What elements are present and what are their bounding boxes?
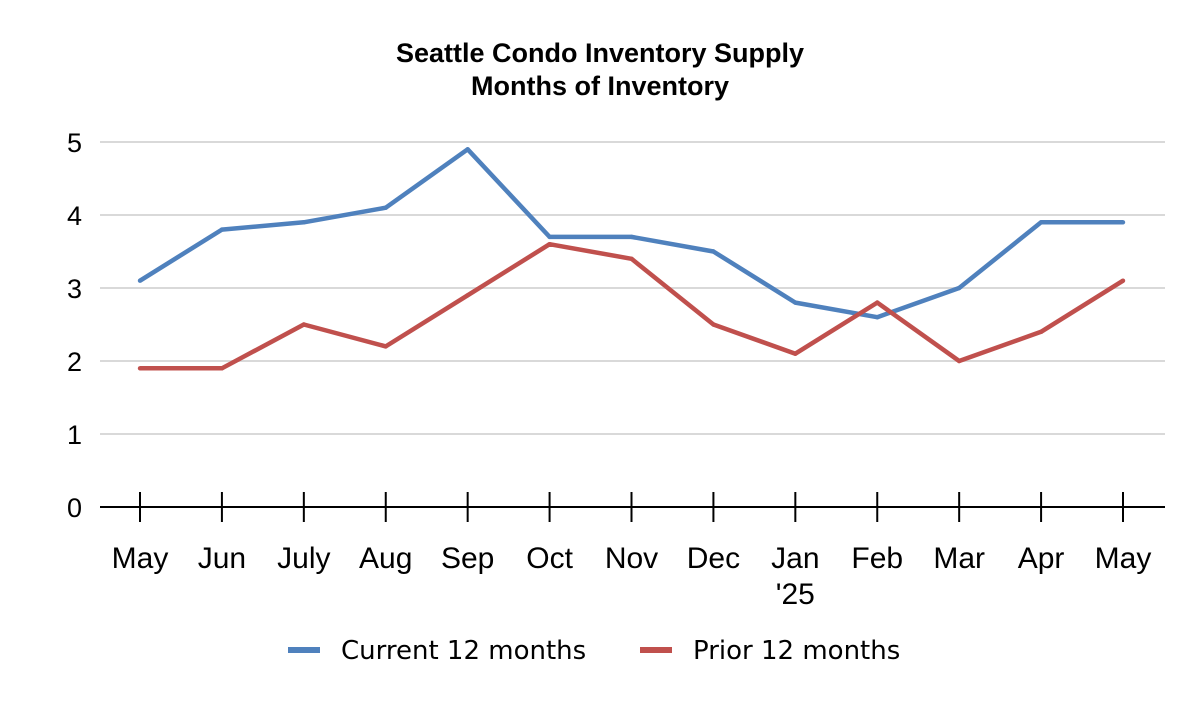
x-axis: May Jun July Aug Sep Oct Nov Dec Jan '25 Feb Mar Apr… — [100, 492, 1165, 611]
x-tick-label: Sep — [441, 542, 494, 575]
x-tick-label: Dec — [687, 542, 740, 575]
data-point — [1038, 329, 1044, 334]
data-point — [547, 242, 552, 247]
data-point — [711, 249, 716, 254]
y-tick-label: 4 — [67, 201, 82, 231]
x-tick-label: Mar — [933, 542, 985, 575]
x-tick-label: Apr — [1018, 542, 1065, 575]
data-point — [793, 300, 798, 305]
chart-title: Seattle Condo Inventory Supply Months of… — [396, 38, 804, 101]
x-tick-label: May — [1095, 542, 1152, 575]
data-point — [956, 285, 962, 291]
x-tick-label: Feb — [851, 542, 903, 575]
data-point — [629, 256, 634, 261]
data-point — [875, 300, 880, 305]
data-point — [465, 147, 470, 152]
data-point — [383, 205, 388, 210]
data-point — [875, 315, 880, 320]
series-line-prior — [140, 241, 1125, 371]
x-tick-label: Jun — [198, 542, 246, 575]
series-line-current — [138, 147, 1123, 320]
data-point — [629, 234, 634, 240]
data-point — [711, 322, 716, 327]
y-axis: 0 1 2 3 4 5 — [67, 128, 82, 523]
chart-title-line-2: Months of Inventory — [471, 71, 729, 101]
y-tick-label: 1 — [67, 420, 82, 450]
x-tick-label: July — [277, 542, 330, 575]
data-point — [547, 234, 552, 240]
data-point — [219, 366, 225, 371]
gridlines — [100, 141, 1165, 435]
data-point — [137, 366, 143, 371]
y-tick-label: 2 — [67, 347, 82, 377]
x-tick-label: Oct — [526, 542, 573, 575]
chart-title-line-1: Seattle Condo Inventory Supply — [396, 38, 804, 68]
data-point — [1038, 220, 1044, 225]
y-tick-label: 0 — [67, 493, 82, 523]
series-lines — [137, 147, 1126, 371]
data-point — [219, 227, 225, 232]
data-point — [1120, 278, 1126, 283]
data-point — [1120, 220, 1126, 225]
x-tick-label: Aug — [359, 542, 412, 575]
x-tick-label: Nov — [605, 542, 658, 575]
legend-label: Prior 12 months — [693, 636, 900, 666]
legend-label: Current 12 months — [341, 636, 586, 666]
x-tick-label: Jan '25 — [771, 542, 819, 611]
y-tick-label: 3 — [67, 274, 82, 304]
data-point — [301, 322, 307, 327]
legend: Current 12 months Prior 12 months — [288, 636, 900, 666]
data-point — [383, 344, 388, 349]
data-point — [793, 351, 798, 356]
x-tick-label: May — [112, 542, 169, 575]
y-tick-label: 5 — [67, 128, 82, 158]
data-point — [956, 358, 962, 364]
data-point — [301, 220, 307, 225]
data-point — [137, 278, 143, 283]
data-point — [465, 293, 470, 298]
